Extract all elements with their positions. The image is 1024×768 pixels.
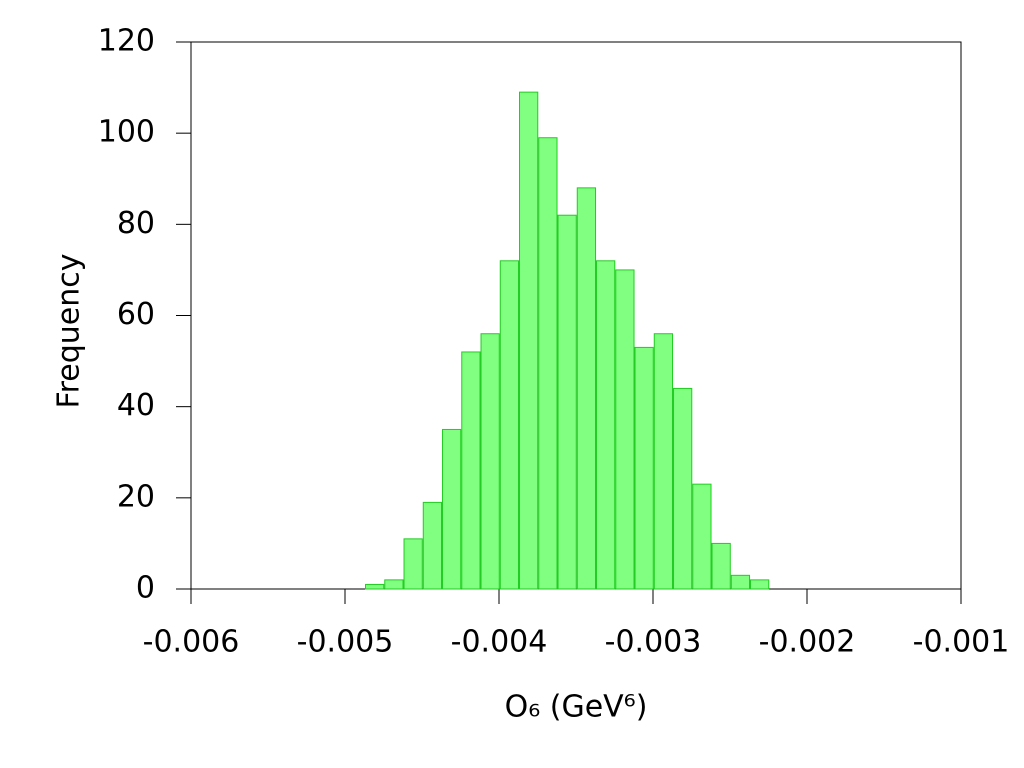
bar [442, 428, 462, 590]
x-tick-label: -0.005 [297, 625, 394, 660]
bar [673, 387, 693, 590]
bar [403, 538, 423, 590]
bar [480, 333, 500, 590]
y-tick-label: 80 [117, 206, 155, 241]
y-tick-label: 120 [98, 24, 155, 59]
bar [692, 483, 712, 590]
bar [711, 542, 731, 590]
bar [596, 260, 616, 590]
bar [730, 574, 751, 590]
bar [634, 346, 654, 590]
bar [499, 260, 520, 590]
y-axis-label: Frequency [52, 254, 87, 409]
y-tick-label: 20 [117, 479, 155, 514]
x-tick-label: -0.004 [451, 625, 548, 660]
x-axis-label: O₆ (GeV⁶) [505, 690, 648, 725]
y-tick-label: 100 [98, 115, 155, 150]
y-tick-label: 0 [136, 571, 155, 606]
bar [750, 579, 770, 590]
y-tick-label: 40 [117, 388, 155, 423]
bar [653, 333, 674, 590]
bar [365, 583, 385, 590]
x-tick-label: -0.003 [605, 625, 702, 660]
x-tick-label: -0.006 [143, 625, 240, 660]
bar [615, 269, 635, 590]
x-tick-label: -0.001 [913, 625, 1010, 660]
y-tick-label: 60 [117, 297, 155, 332]
bar [461, 351, 481, 590]
bar [384, 579, 404, 590]
bar [576, 187, 597, 590]
bar [422, 501, 443, 590]
bar [557, 214, 577, 590]
bar [538, 137, 558, 590]
bar [519, 91, 539, 590]
x-tick-label: -0.002 [759, 625, 856, 660]
